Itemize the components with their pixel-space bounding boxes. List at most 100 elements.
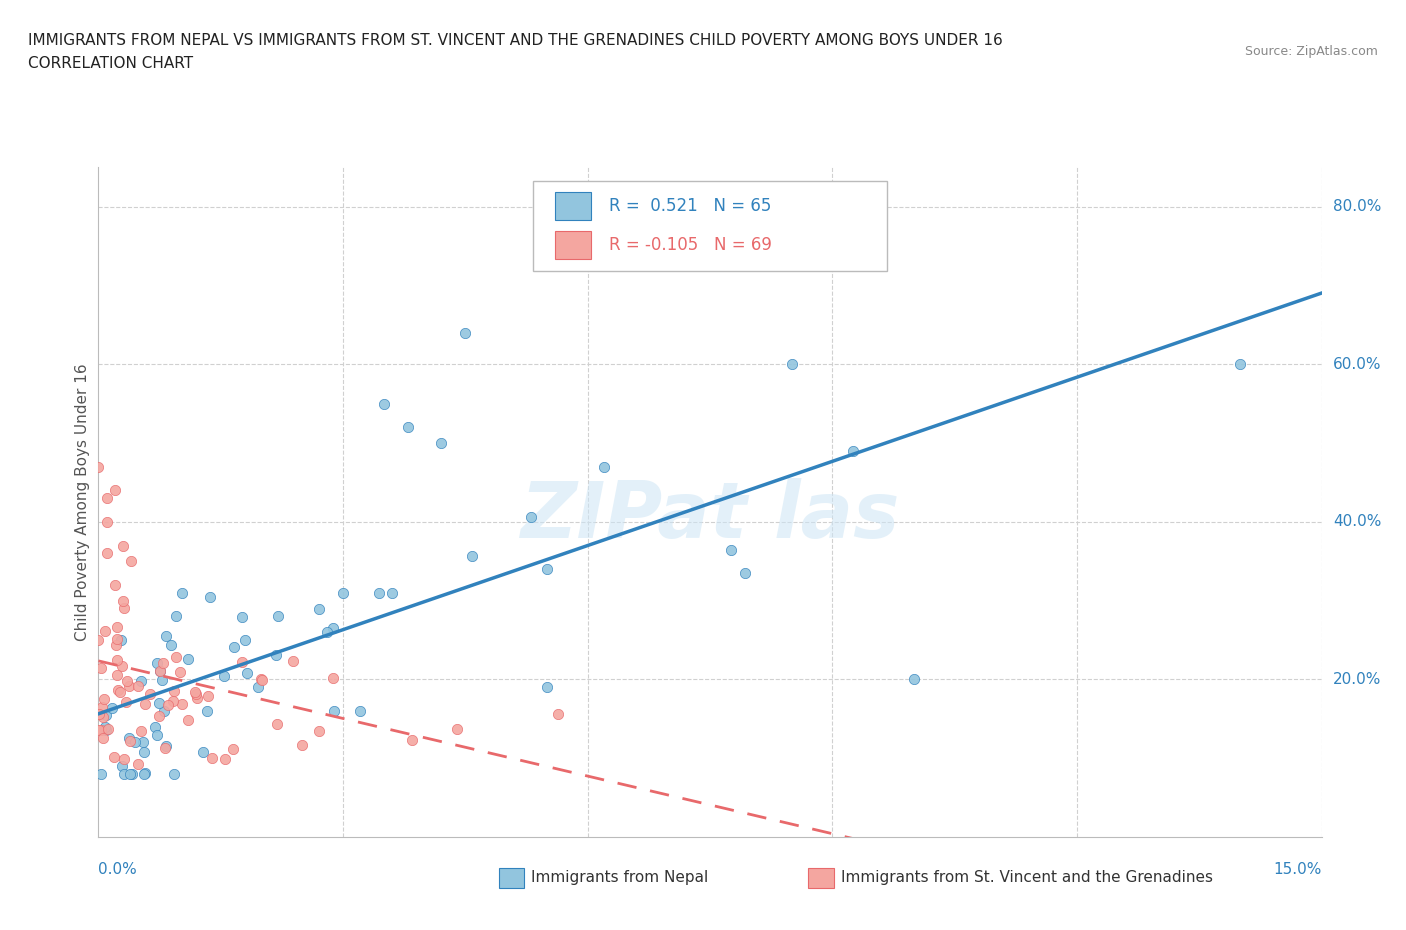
- Point: [235, 665, 257, 680]
- Point: [87, 459, 110, 474]
- Point: [780, 357, 803, 372]
- Point: [349, 704, 371, 719]
- Point: [170, 697, 193, 711]
- Point: [91, 710, 114, 724]
- Point: [90, 660, 112, 675]
- Text: 0.0%: 0.0%: [98, 862, 138, 877]
- Point: [87, 707, 110, 722]
- Point: [105, 668, 128, 683]
- Point: [222, 741, 245, 756]
- Point: [322, 703, 344, 718]
- Point: [720, 542, 742, 557]
- Point: [903, 672, 925, 687]
- Point: [177, 652, 200, 667]
- Point: [112, 601, 135, 616]
- Point: [107, 631, 129, 646]
- Point: [520, 510, 543, 525]
- Text: 15.0%: 15.0%: [1274, 862, 1322, 877]
- Point: [160, 637, 183, 652]
- Point: [195, 703, 218, 718]
- Point: [120, 554, 142, 569]
- Point: [134, 765, 156, 780]
- Point: [197, 689, 219, 704]
- Point: [536, 562, 558, 577]
- Point: [139, 686, 162, 701]
- Point: [149, 664, 172, 679]
- Text: 60.0%: 60.0%: [1333, 357, 1381, 372]
- Point: [165, 608, 187, 623]
- Point: [132, 766, 155, 781]
- Point: [169, 664, 191, 679]
- Point: [170, 586, 193, 601]
- Point: [94, 624, 117, 639]
- Point: [332, 585, 354, 600]
- Point: [96, 546, 118, 561]
- Point: [266, 717, 288, 732]
- Point: [127, 756, 149, 771]
- Point: [94, 720, 117, 735]
- Point: [734, 565, 756, 580]
- Point: [373, 396, 395, 411]
- Point: [186, 691, 208, 706]
- Point: [153, 703, 176, 718]
- Point: [266, 648, 288, 663]
- Point: [132, 745, 155, 760]
- Point: [90, 766, 112, 781]
- Point: [155, 629, 177, 644]
- Point: [446, 721, 468, 736]
- FancyBboxPatch shape: [555, 192, 592, 219]
- Point: [129, 673, 152, 688]
- Point: [233, 632, 256, 647]
- Text: Immigrants from Nepal: Immigrants from Nepal: [531, 870, 709, 885]
- Text: 20.0%: 20.0%: [1333, 672, 1381, 687]
- Point: [94, 723, 117, 737]
- Point: [111, 593, 134, 608]
- Point: [461, 549, 484, 564]
- Point: [155, 738, 177, 753]
- Point: [163, 766, 186, 781]
- Text: Immigrants from St. Vincent and the Grenadines: Immigrants from St. Vincent and the Gren…: [841, 870, 1213, 885]
- Point: [91, 699, 114, 714]
- Text: 40.0%: 40.0%: [1333, 514, 1381, 529]
- Point: [198, 590, 221, 604]
- Point: [118, 679, 141, 694]
- Point: [148, 696, 170, 711]
- Point: [117, 673, 139, 688]
- Point: [322, 620, 344, 635]
- Point: [396, 420, 419, 435]
- Point: [315, 625, 337, 640]
- Point: [322, 671, 344, 685]
- Point: [105, 653, 128, 668]
- Point: [97, 721, 120, 736]
- Point: [111, 538, 134, 553]
- Point: [246, 680, 269, 695]
- Point: [146, 727, 169, 742]
- Point: [157, 698, 180, 713]
- Point: [231, 609, 253, 624]
- Point: [536, 680, 558, 695]
- Point: [112, 766, 135, 781]
- Point: [177, 712, 200, 727]
- Point: [401, 733, 423, 748]
- FancyBboxPatch shape: [533, 180, 887, 272]
- Point: [105, 619, 128, 634]
- Text: R = -0.105   N = 69: R = -0.105 N = 69: [609, 236, 772, 254]
- Point: [155, 740, 177, 755]
- Point: [224, 640, 246, 655]
- Point: [118, 731, 141, 746]
- Point: [96, 514, 118, 529]
- Point: [121, 766, 143, 781]
- Point: [281, 654, 304, 669]
- Text: Source: ZipAtlas.com: Source: ZipAtlas.com: [1244, 45, 1378, 58]
- Point: [115, 695, 138, 710]
- Point: [184, 684, 207, 699]
- Point: [146, 656, 169, 671]
- Text: 80.0%: 80.0%: [1333, 199, 1381, 214]
- Point: [148, 709, 170, 724]
- Point: [90, 723, 112, 737]
- Point: [163, 684, 186, 698]
- Point: [547, 706, 569, 721]
- Point: [214, 751, 236, 766]
- Point: [124, 735, 146, 750]
- Point: [112, 751, 135, 766]
